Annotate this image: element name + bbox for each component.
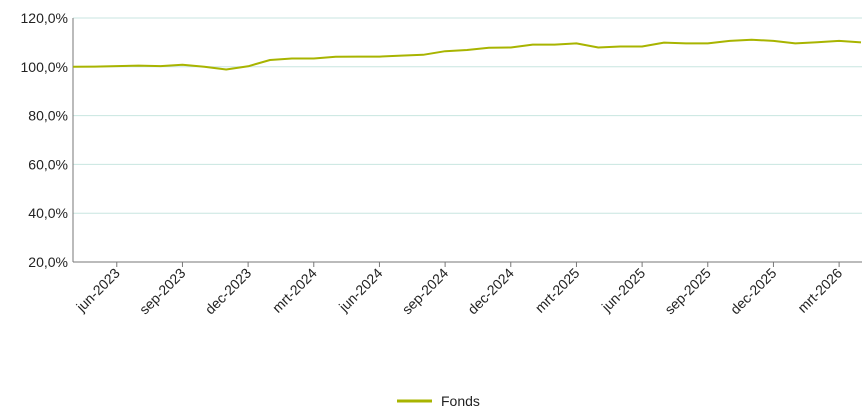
data-point [269, 59, 271, 61]
data-point [203, 66, 205, 68]
y-tick-label: 60,0% [28, 156, 68, 172]
x-tick-label: mrt-2025 [532, 265, 583, 316]
data-point [181, 64, 183, 66]
data-point [488, 47, 490, 49]
data-point [532, 44, 534, 46]
x-tick-label: mrt-2024 [269, 265, 320, 316]
data-point [400, 55, 402, 57]
x-tick-label: sep-2024 [399, 265, 452, 318]
data-point [466, 49, 468, 51]
data-point [357, 56, 359, 58]
x-tick-label: dec-2025 [727, 265, 780, 318]
data-point [247, 65, 249, 67]
x-tick-label: jun-2025 [598, 265, 649, 316]
data-point [860, 41, 862, 43]
data-point [707, 42, 709, 44]
x-tick-label: dec-2023 [202, 265, 255, 318]
data-point [225, 69, 227, 71]
data-point [729, 40, 731, 42]
legend-label-fonds: Fonds [441, 393, 480, 407]
series-layer [72, 38, 862, 71]
x-axis: jun-2023 sep-2023 dec-2023 mrt-2024 jun-2024… [72, 261, 862, 318]
data-point [816, 41, 818, 43]
y-tick-label: 120,0% [21, 10, 68, 26]
data-point [378, 56, 380, 58]
data-point [685, 42, 687, 44]
data-point [575, 42, 577, 44]
data-point [444, 50, 446, 52]
data-point [291, 58, 293, 60]
data-point [160, 65, 162, 67]
data-point [94, 66, 96, 68]
data-point [641, 46, 643, 48]
y-tick-label: 100,0% [21, 59, 68, 75]
x-tick-label: mrt-2026 [794, 265, 845, 316]
data-point [510, 47, 512, 49]
data-point [751, 39, 753, 41]
data-point [794, 42, 796, 44]
data-point [554, 44, 556, 46]
data-point [116, 65, 118, 67]
y-tick-label: 80,0% [28, 108, 68, 124]
data-point [72, 66, 74, 68]
x-tick-label: jun-2024 [335, 265, 386, 316]
data-point [313, 58, 315, 60]
series-line-fonds [72, 38, 862, 71]
data-point [422, 54, 424, 56]
data-point [838, 40, 840, 42]
legend: Fonds [397, 393, 480, 407]
gridlines [73, 17, 862, 214]
x-tick-label: sep-2025 [661, 265, 714, 318]
data-point [619, 46, 621, 48]
data-point [597, 47, 599, 49]
x-tick-label: sep-2023 [136, 265, 189, 318]
data-point [663, 42, 665, 44]
data-point [772, 40, 774, 42]
y-tick-label: 40,0% [28, 205, 68, 221]
y-axis: 20,0% 40,0% 60,0% 80,0% 100,0% 120,0% [21, 10, 74, 270]
data-point [138, 65, 140, 67]
x-tick-label: dec-2024 [464, 265, 517, 318]
data-point [335, 56, 337, 58]
y-tick-label: 20,0% [28, 254, 68, 270]
x-tick-label: jun-2023 [72, 265, 123, 316]
